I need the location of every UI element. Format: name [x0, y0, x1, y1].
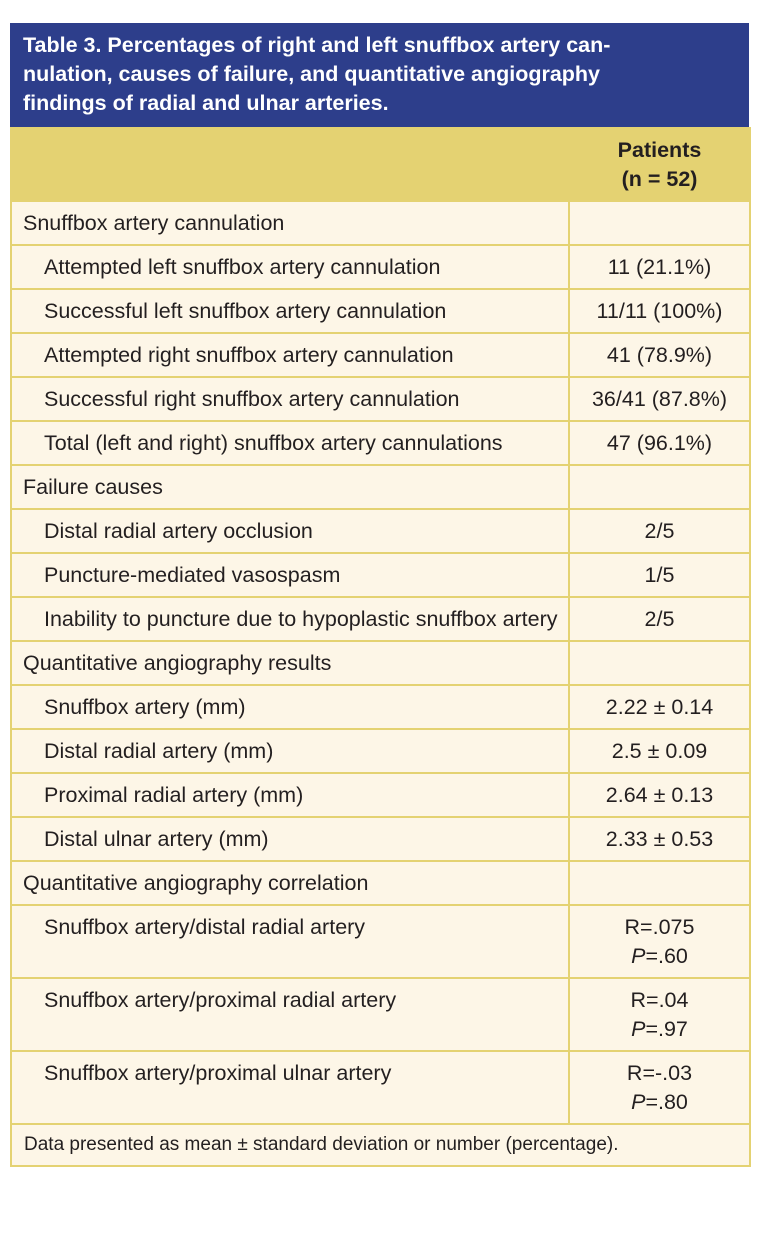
row-label: Snuffbox artery (mm) — [10, 684, 570, 730]
section-row: Failure causes — [10, 464, 751, 510]
row-value — [568, 640, 751, 686]
row-label: Snuffbox artery/distal radial artery — [10, 904, 570, 979]
row-label: Distal radial artery occlusion — [10, 508, 570, 554]
footnote: Data presented as mean ± standard deviat… — [10, 1123, 751, 1167]
row-label: Snuffbox artery cannulation — [10, 200, 570, 246]
p-number: =.60 — [645, 944, 688, 968]
row-label: Successful left snuffbox artery cannulat… — [10, 288, 570, 334]
row-value: 1/5 — [568, 552, 751, 598]
row-label: Puncture-mediated vasospasm — [10, 552, 570, 598]
row-value: R=.04 P=.97 — [568, 977, 751, 1052]
row-label: Failure causes — [10, 464, 570, 510]
table-3: Table 3. Percentages of right and left s… — [10, 23, 751, 1167]
section-row: Quantitative angiography correlation — [10, 860, 751, 906]
row-label: Attempted left snuffbox artery cannulati… — [10, 244, 570, 290]
header-patients: Patients (n = 52) — [568, 127, 751, 202]
correlation-row: Snuffbox artery/proximal ulnar artery R=-… — [10, 1050, 751, 1125]
header-row: Patients (n = 52) — [10, 127, 751, 202]
row-value — [568, 464, 751, 510]
table-row: Puncture-mediated vasospasm 1/5 — [10, 552, 751, 598]
table-row: Inability to puncture due to hypoplastic… — [10, 596, 751, 642]
row-value: R=.075 P=.60 — [568, 904, 751, 979]
p-number: =.97 — [645, 1017, 688, 1041]
table-row: Proximal radial artery (mm) 2.64 ± 0.13 — [10, 772, 751, 818]
row-value: 2.33 ± 0.53 — [568, 816, 751, 862]
row-value: 47 (96.1%) — [568, 420, 751, 466]
table-row: Successful right snuffbox artery cannula… — [10, 376, 751, 422]
row-label: Inability to puncture due to hypoplastic… — [10, 596, 570, 642]
row-value: 2/5 — [568, 508, 751, 554]
p-value: P=.60 — [574, 942, 745, 971]
r-value: R=.075 — [624, 915, 695, 939]
table-title-line: nulation, causes of failure, and quantit… — [23, 62, 601, 86]
p-label: P — [631, 944, 646, 968]
header-patients-line1: Patients — [617, 138, 702, 162]
table-row: Distal ulnar artery (mm) 2.33 ± 0.53 — [10, 816, 751, 862]
table-row: Distal radial artery occlusion 2/5 — [10, 508, 751, 554]
row-value — [568, 200, 751, 246]
section-row: Snuffbox artery cannulation — [10, 200, 751, 246]
r-value: R=.04 — [630, 988, 689, 1012]
row-label: Quantitative angiography results — [10, 640, 570, 686]
row-label: Snuffbox artery/proximal ulnar artery — [10, 1050, 570, 1125]
p-label: P — [631, 1090, 646, 1114]
table-row: Attempted right snuffbox artery cannulat… — [10, 332, 751, 378]
section-row: Quantitative angiography results — [10, 640, 751, 686]
table-title-line: Table 3. Percentages of right and left s… — [23, 33, 611, 57]
table-row: Total (left and right) snuffbox artery c… — [10, 420, 751, 466]
header-label — [10, 127, 570, 202]
row-value: 2.64 ± 0.13 — [568, 772, 751, 818]
p-value: P=.80 — [574, 1088, 745, 1117]
row-value — [568, 860, 751, 906]
row-label: Proximal radial artery (mm) — [10, 772, 570, 818]
p-label: P — [631, 1017, 646, 1041]
row-value: 41 (78.9%) — [568, 332, 751, 378]
table-row: Distal radial artery (mm) 2.5 ± 0.09 — [10, 728, 751, 774]
row-value: 36/41 (87.8%) — [568, 376, 751, 422]
row-label: Successful right snuffbox artery cannula… — [10, 376, 570, 422]
row-value: 2.22 ± 0.14 — [568, 684, 751, 730]
row-label: Quantitative angiography correlation — [10, 860, 570, 906]
table-row: Attempted left snuffbox artery cannulati… — [10, 244, 751, 290]
row-value: R=-.03 P=.80 — [568, 1050, 751, 1125]
header-patients-line2: (n = 52) — [621, 167, 698, 191]
table-title: Table 3. Percentages of right and left s… — [10, 23, 749, 127]
row-value: 11 (21.1%) — [568, 244, 751, 290]
r-value: R=-.03 — [626, 1061, 693, 1085]
correlation-row: Snuffbox artery/proximal radial artery R=… — [10, 977, 751, 1052]
row-label: Attempted right snuffbox artery cannulat… — [10, 332, 570, 378]
correlation-row: Snuffbox artery/distal radial artery R=.0… — [10, 904, 751, 979]
table-row: Snuffbox artery (mm) 2.22 ± 0.14 — [10, 684, 751, 730]
data-table: Patients (n = 52) Snuffbox artery cannul… — [10, 127, 751, 1167]
table-title-line: findings of radial and ulnar arteries. — [23, 91, 389, 115]
row-value: 2.5 ± 0.09 — [568, 728, 751, 774]
p-number: =.80 — [645, 1090, 688, 1114]
row-label: Total (left and right) snuffbox artery c… — [10, 420, 570, 466]
row-value: 2/5 — [568, 596, 751, 642]
row-label: Distal ulnar artery (mm) — [10, 816, 570, 862]
row-label: Snuffbox artery/proximal radial artery — [10, 977, 570, 1052]
footnote-row: Data presented as mean ± standard deviat… — [10, 1123, 751, 1167]
row-value: 11/11 (100%) — [568, 288, 751, 334]
table-row: Successful left snuffbox artery cannulat… — [10, 288, 751, 334]
p-value: P=.97 — [574, 1015, 745, 1044]
row-label: Distal radial artery (mm) — [10, 728, 570, 774]
